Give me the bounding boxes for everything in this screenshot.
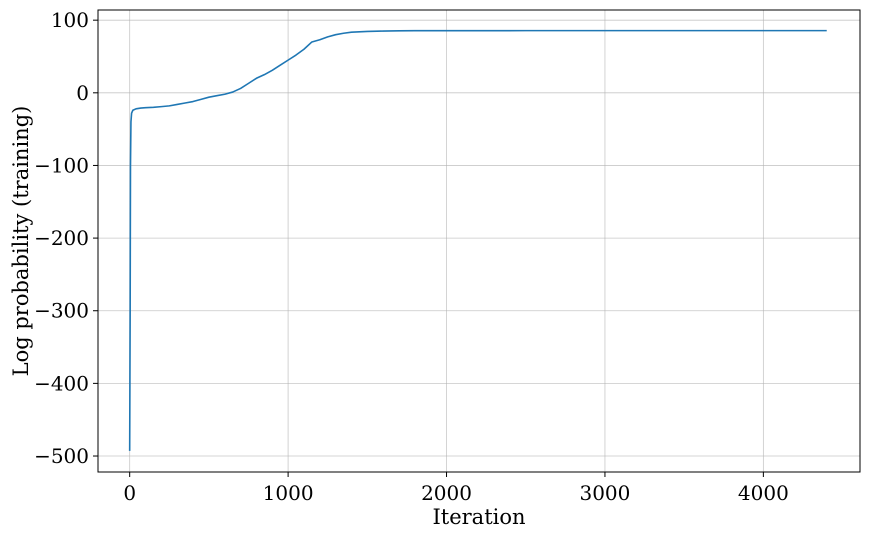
x-tick-label: 1000: [263, 481, 314, 505]
ticks: 0 1000 2000 3000 4000 −500 −400 −300 −200 −100 0 10…: [34, 8, 789, 505]
series-line: [128, 29, 827, 451]
y-tick-label: −200: [34, 226, 89, 250]
y-tick-label: 0: [76, 81, 89, 105]
y-tick-label: −400: [34, 371, 89, 395]
y-tick-label: −300: [34, 299, 89, 323]
x-tick-label: 4000: [738, 481, 789, 505]
x-tick-label: 2000: [421, 481, 472, 505]
grid: [98, 10, 860, 472]
plot-frame: [97, 9, 861, 473]
y-tick-label: −100: [34, 153, 89, 177]
y-axis-label: Log probability (training): [9, 106, 33, 377]
y-tick-label: 100: [51, 8, 89, 32]
x-tick-label: 3000: [579, 481, 630, 505]
x-axis-label: Iteration: [432, 505, 525, 529]
series-layer: [128, 29, 827, 451]
y-tick-label: −500: [34, 444, 89, 468]
x-tick-label: 0: [123, 481, 136, 505]
